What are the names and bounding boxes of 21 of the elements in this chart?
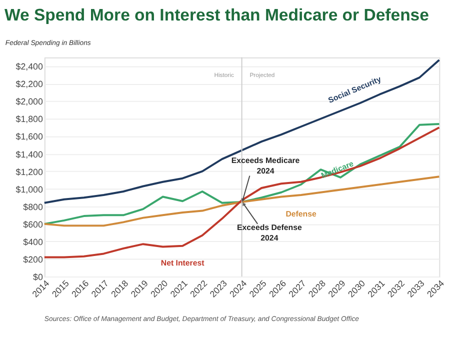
line-series [43,126,440,258]
y-tick-label: $1,600 [16,132,43,142]
y-tick-label: $1,000 [16,184,43,194]
chart-title: We Spend More on Interest than Medicare or Defense [4,5,429,24]
y-tick-label: $2,200 [16,79,43,90]
y-tick-label: $400 [23,236,43,247]
series-label: Defense [286,210,317,219]
series-label: Net Interest [160,258,205,268]
line-series [43,59,440,204]
annotation: Exceeds Medicare 2024 [231,156,300,176]
y-tick-label: $1,800 [16,114,43,124]
y-tick-label: $1,200 [16,166,43,177]
y-tick-label: $2,000 [16,96,43,107]
y-tick-label: $200 [23,254,43,264]
y-tick-label: $1,400 [16,149,43,160]
line-series [43,123,440,225]
annotation: Exceeds Defense 2024 [237,222,302,243]
y-tick-label: $800 [23,202,43,212]
y-tick-label: $600 [23,219,43,230]
y-tick-label: $2,400 [16,62,43,72]
y-tick-label: $0 [33,272,43,282]
